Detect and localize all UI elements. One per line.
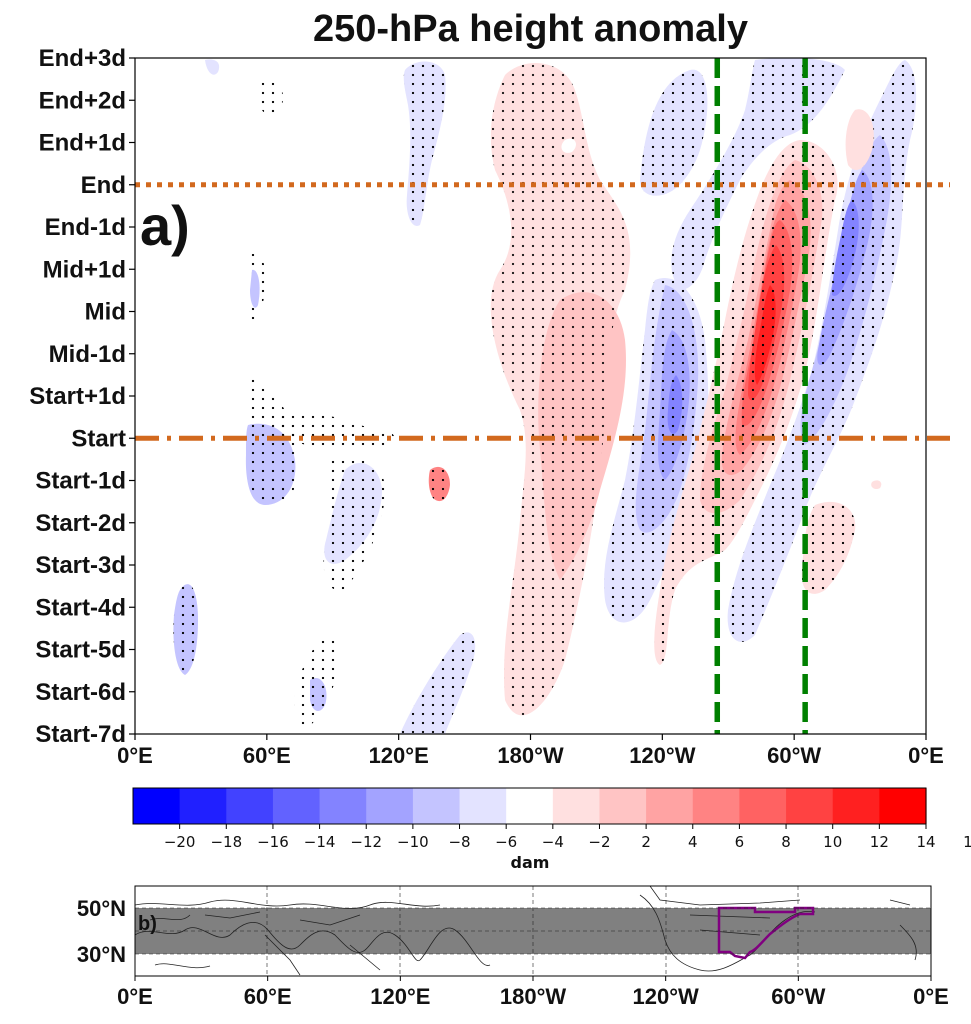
panel-a-label: a)	[140, 194, 190, 257]
colorbar-tick-label-16: 14	[916, 833, 935, 851]
colorbar-ticks: −20−18−16−14−12−10−8−6−4−224681012141618…	[164, 824, 971, 851]
positive-anomaly-central	[490, 63, 631, 716]
colorbar-swatch-12	[692, 788, 741, 824]
colorbar-tick-label-12: 6	[735, 833, 745, 851]
colorbar-tick-label-17: 16	[963, 833, 971, 851]
positive-anomaly-small-east	[801, 109, 882, 594]
y-axis-ticks: Start-7d Start-6d Start-5d Start-4d Start-3d…	[29, 45, 135, 748]
map-lat-tick-50n: 50°N	[77, 896, 126, 921]
panel-a: a) Start-7dStart-6dStart-5dStart-4dStart…	[29, 45, 950, 768]
colorbar-tick-label-13: 8	[781, 833, 791, 851]
colorbar-tick-label-5: −10	[397, 833, 429, 851]
x-tick-label-3: 180°W	[497, 743, 564, 768]
colorbar-swatch-3	[272, 788, 321, 824]
colorbar-tick-label-1: −18	[210, 833, 242, 851]
y-tick-label-start-3d: Start-3d	[35, 552, 126, 579]
negative-anomaly-west	[604, 278, 709, 623]
map-x-tick-label-3: 180°W	[500, 984, 567, 1009]
colorbar-tick-label-3: −14	[304, 833, 336, 851]
colorbar-swatch-0	[133, 788, 181, 824]
colorbar-tick-label-7: −6	[495, 833, 517, 851]
colorbar-tick-label-4: −12	[350, 833, 382, 851]
map-lat-tick-30n: 30°N	[77, 942, 126, 967]
negative-anomaly-east	[727, 60, 917, 642]
x-tick-label-0: 0°E	[117, 743, 153, 768]
map-x-tick-label-6: 0°E	[913, 984, 949, 1009]
colorbar-swatch-16	[879, 788, 927, 824]
map-x-tick-label-5: 60°W	[771, 984, 825, 1009]
map-x-tick-label-2: 120°E	[370, 984, 430, 1009]
map-content	[135, 886, 931, 976]
chart-title: 250-hPa height anomaly	[312, 8, 748, 50]
x-tick-label-5: 60°W	[767, 743, 821, 768]
colorbar-swatch-15	[832, 788, 880, 824]
y-tick-label-mid: Mid	[85, 299, 126, 326]
coastlines	[135, 886, 917, 976]
y-tick-label-start-7d: Start-7d	[35, 721, 126, 748]
colorbar-tick-label-9: −2	[588, 833, 610, 851]
colorbar-swatch-8	[506, 788, 554, 824]
colorbar-tick-label-2: −16	[257, 833, 289, 851]
minor-anomalies-west	[173, 59, 476, 734]
colorbar-swatch-7	[459, 788, 507, 824]
colorbar-tick-label-15: 12	[870, 833, 889, 851]
colorbar-swatch-6	[412, 788, 461, 824]
y-tick-label-start-4d: Start-4d	[35, 594, 126, 621]
colorbar: −20−18−16−14−12−10−8−6−4−224681012141618…	[132, 787, 971, 872]
y-tick-label-start-5d: Start-5d	[35, 637, 126, 664]
colorbar-swatch-5	[366, 788, 414, 824]
colorbar-swatches	[133, 788, 927, 824]
y-tick-label-end: End	[81, 172, 126, 199]
colorbar-swatch-14	[786, 788, 834, 824]
y-tick-label-start-2d: Start-2d	[35, 510, 126, 537]
y-tick-label-end-3d: End+3d	[39, 45, 126, 72]
colorbar-swatch-4	[319, 788, 367, 824]
map-x-tick-label-1: 60°E	[244, 984, 292, 1009]
colorbar-swatch-9	[552, 788, 601, 824]
y-tick-label-start-6d: Start-6d	[35, 679, 126, 706]
y-tick-label-start-1d: Start+1d	[29, 383, 126, 410]
y-tick-label-mid-1d: Mid-1d	[49, 341, 126, 368]
colorbar-tick-label-11: 4	[688, 833, 698, 851]
map-x-tick-label-4: 120°W	[633, 984, 700, 1009]
map-gridlines	[135, 886, 931, 976]
map-x-tick-label-0: 0°E	[117, 984, 153, 1009]
region-outline	[717, 906, 815, 960]
y-tick-label-mid-1d: Mid+1d	[43, 256, 126, 283]
x-tick-label-2: 120°E	[369, 743, 429, 768]
panel-b-map: b) 50°N 30°N 0°E 60°E 120°E 180°W 120°W 60°W 0…	[77, 885, 949, 1009]
colorbar-tick-label-8: −4	[542, 833, 564, 851]
reference-lines	[135, 58, 950, 734]
y-tick-label-start-1d: Start-1d	[35, 468, 126, 495]
y-tick-label-end-1d: End-1d	[45, 214, 126, 241]
x-tick-label-4: 120°W	[629, 743, 696, 768]
colorbar-swatch-10	[599, 788, 647, 824]
x-tick-label-1: 60°E	[243, 743, 291, 768]
x-axis-ticks: 0°E 60°E 120°E 180°W 120°W 60°W 0°E	[117, 734, 944, 768]
x-tick-label-6: 0°E	[908, 743, 944, 768]
y-tick-label-start: Start	[71, 425, 126, 452]
colorbar-swatch-1	[179, 788, 227, 824]
colorbar-frame	[132, 787, 927, 825]
colorbar-tick-label-10: 2	[641, 833, 651, 851]
colorbar-swatch-2	[226, 788, 274, 824]
map-x-axis-ticks: 0°E 60°E 120°E 180°W 120°W 60°W 0°E	[117, 976, 949, 1009]
y-tick-label-end-1d: End+1d	[39, 130, 126, 157]
panel-b-label: b)	[138, 913, 157, 935]
colorbar-tick-label-6: −8	[448, 833, 470, 851]
colorbar-swatch-11	[646, 788, 694, 824]
y-tick-label-end-2d: End+2d	[39, 87, 126, 114]
positive-anomaly-main	[654, 140, 838, 665]
colorbar-tick-label-14: 10	[823, 833, 842, 851]
colorbar-swatch-13	[739, 788, 787, 824]
colorbar-tick-label-0: −20	[164, 833, 196, 851]
colorbar-unit-label: dam	[511, 853, 550, 872]
